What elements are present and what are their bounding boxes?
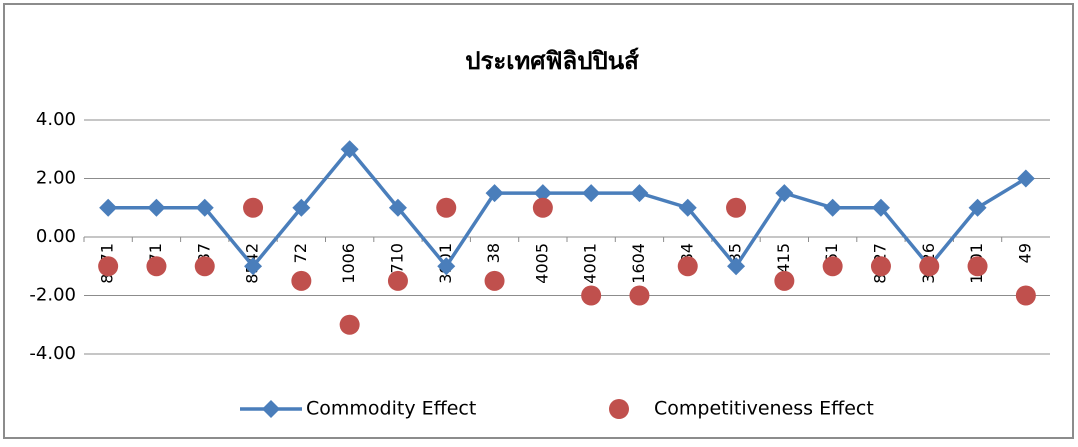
y-tick-label: -4.00 (29, 343, 76, 364)
legend-label: Competitiveness Effect (654, 398, 874, 420)
x-tick-label: 49 (1015, 243, 1034, 263)
dot-marker (629, 286, 649, 306)
dot-marker (436, 198, 456, 218)
dot-marker (919, 256, 939, 276)
y-tick-label: -2.00 (29, 285, 76, 306)
x-tick-label: 1604 (629, 243, 648, 284)
dot-marker (968, 256, 988, 276)
dot-marker (243, 198, 263, 218)
y-tick-label: 0.00 (36, 226, 76, 247)
dot-marker (340, 315, 360, 335)
dot-marker (98, 256, 118, 276)
legend-marker (609, 399, 629, 419)
chart: ประเทศฟิลิปปินส์ -4.00-2.000.002.004.008… (0, 0, 1078, 443)
dot-marker (485, 271, 505, 291)
dot-marker (291, 271, 311, 291)
x-tick-label: 1006 (339, 243, 358, 284)
dot-marker (774, 271, 794, 291)
dot-marker (726, 198, 746, 218)
dot-marker (823, 256, 843, 276)
dot-marker (146, 256, 166, 276)
dot-marker (581, 286, 601, 306)
chart-title: ประเทศฟิลิปปินส์ (465, 47, 639, 75)
x-tick-label: 72 (291, 243, 310, 263)
x-tick-label: 4001 (581, 243, 600, 284)
legend-label: Commodity Effect (306, 398, 476, 420)
x-tick-label: 38 (484, 243, 503, 263)
y-tick-label: 2.00 (36, 168, 76, 189)
dot-marker (678, 256, 698, 276)
dot-marker (195, 256, 215, 276)
dot-marker (533, 198, 553, 218)
y-tick-label: 4.00 (36, 109, 76, 130)
dot-marker (1016, 286, 1036, 306)
dot-marker (871, 256, 891, 276)
dot-marker (388, 271, 408, 291)
x-tick-label: 4005 (532, 243, 551, 284)
